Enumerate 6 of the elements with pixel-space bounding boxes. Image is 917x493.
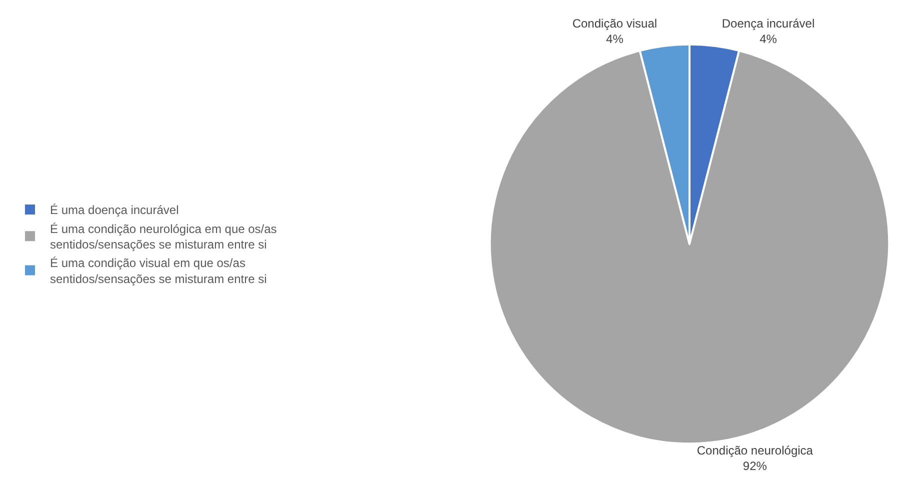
legend-label: É uma condição neurológica em que os/as sentidos/sensações se misturam entre si [50, 222, 277, 252]
legend-label: É uma condição visual em que os/as sentidos/sensações se misturam entre si [50, 256, 267, 286]
data-label: Condição neurológica 92% [696, 444, 814, 474]
data-label: Doença incurável 4% [722, 16, 815, 46]
data-label: Condição visual 4% [572, 16, 658, 46]
legend-label: É uma doença incurável [50, 203, 179, 218]
